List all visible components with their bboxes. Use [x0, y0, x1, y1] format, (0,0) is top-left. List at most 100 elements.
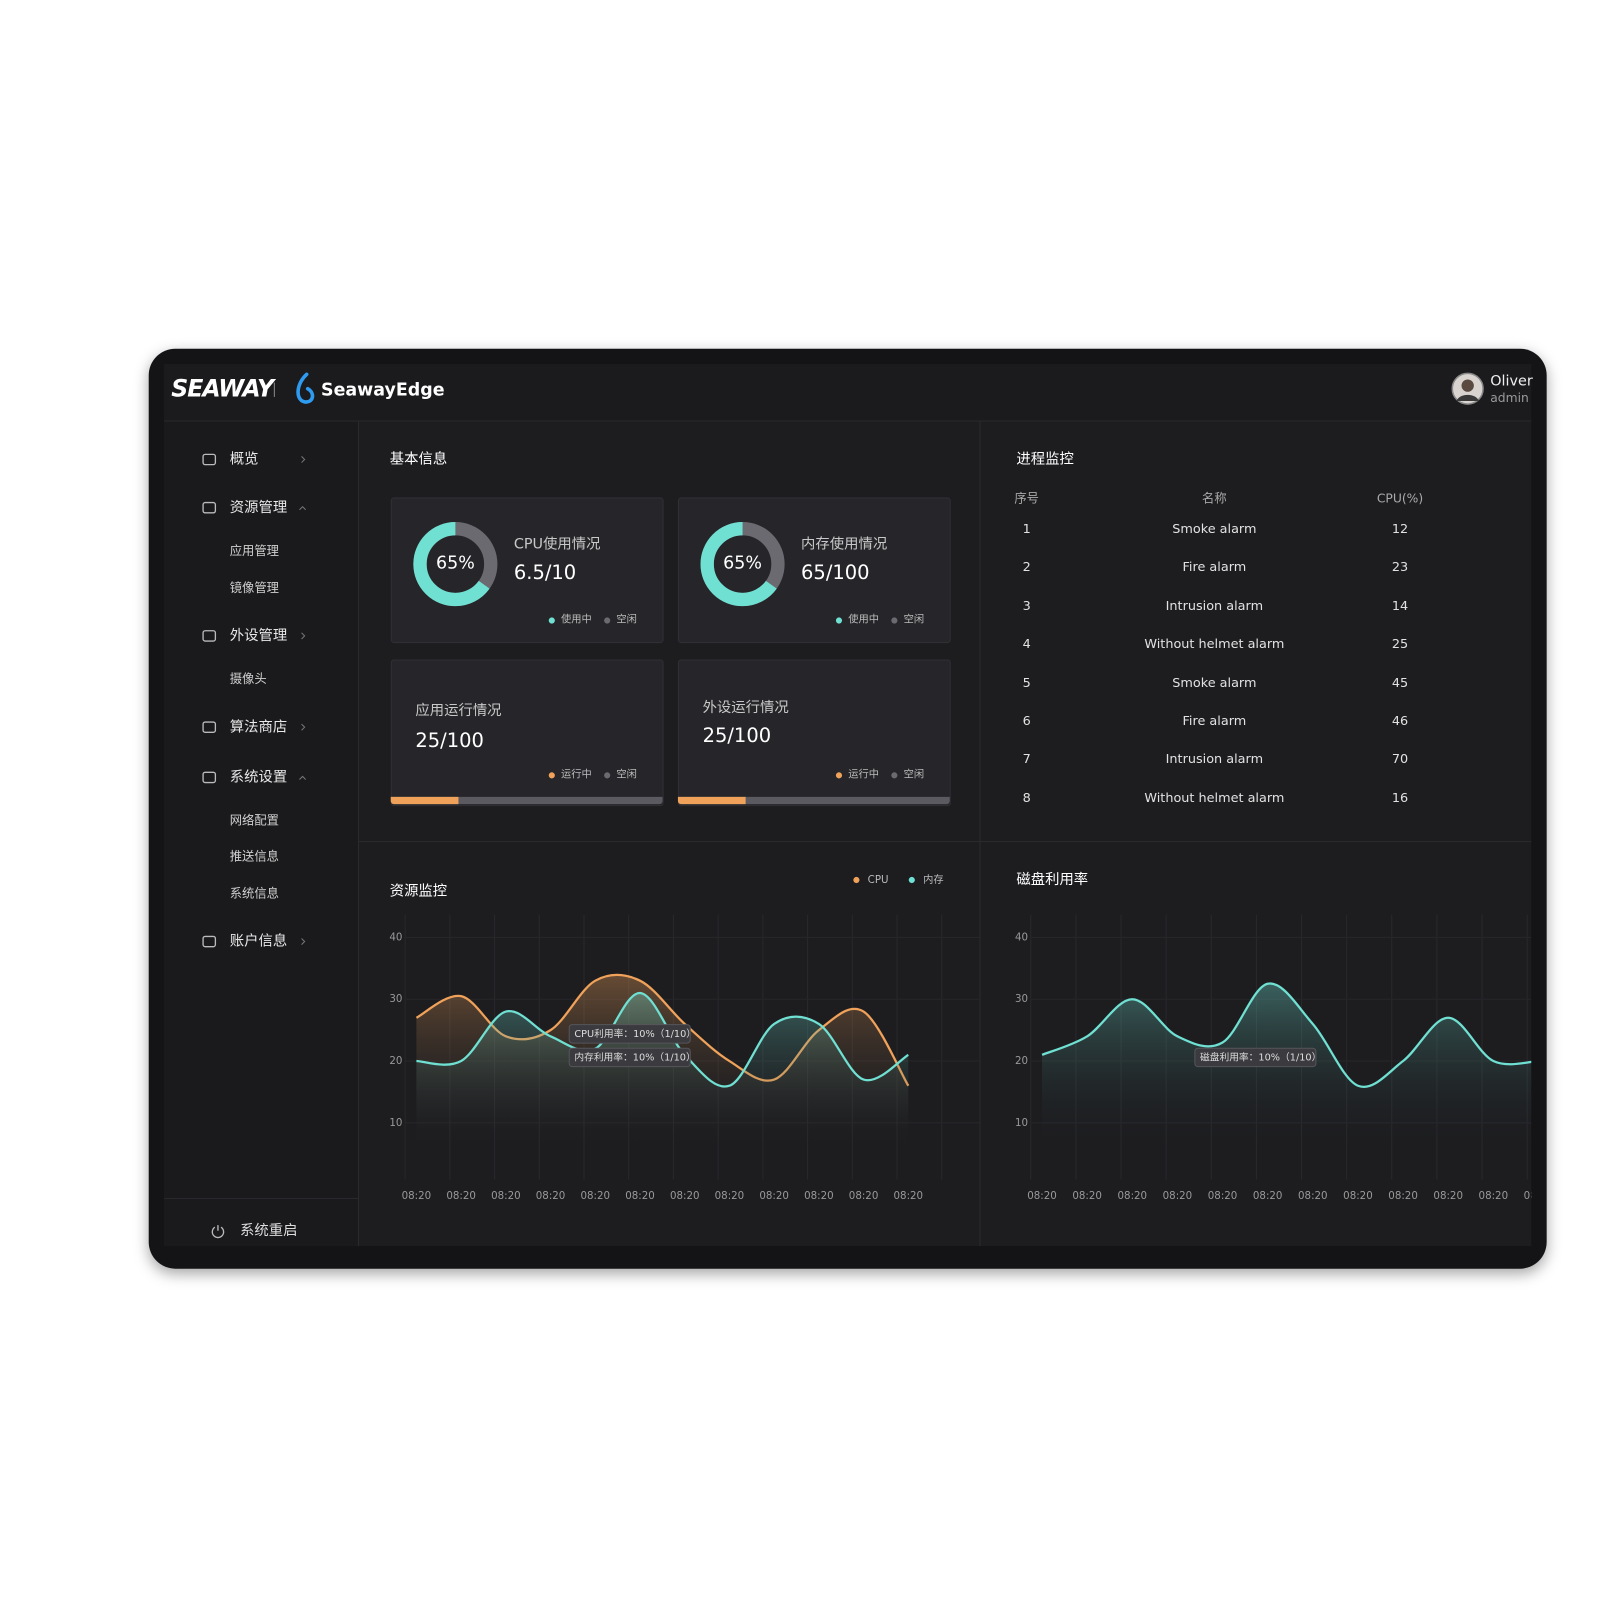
- x-tick-label: 08:20: [625, 1190, 655, 1202]
- progress-track: [390, 796, 663, 805]
- x-tick-label: 08:20: [804, 1190, 834, 1202]
- donut: [413, 522, 498, 607]
- legend-label: 空闲: [616, 614, 637, 626]
- table-cell: 25: [1391, 635, 1409, 652]
- table-cell: 45: [1391, 674, 1409, 690]
- legend-dot: [548, 617, 555, 624]
- run-card: [390, 659, 664, 807]
- submenu-item: 应用管理: [229, 543, 279, 558]
- table-cell: 16: [1391, 789, 1409, 805]
- table-cell: Fire alarm: [1182, 712, 1247, 728]
- menu-chevron: [301, 937, 306, 945]
- menu-icon: [202, 629, 217, 642]
- card-value: 25/100: [415, 729, 484, 753]
- donut-label: 65%: [723, 553, 762, 574]
- table-cell: 4: [1022, 635, 1031, 652]
- x-tick-label: 08:20: [670, 1190, 700, 1202]
- legend-label: 使用中: [848, 614, 879, 626]
- series-line: [1041, 982, 1532, 1089]
- legend-dot: [835, 772, 843, 779]
- table-cell: Without helmet alarm: [1144, 789, 1285, 805]
- user-name: Oliver: [1490, 373, 1533, 390]
- run-card: [677, 659, 951, 807]
- y-tick-label: 40: [389, 931, 402, 943]
- x-tick-label: 08:20: [1253, 1190, 1283, 1202]
- menu-item: 账户信息: [229, 932, 288, 950]
- x-tick-label: 08:20: [1027, 1190, 1057, 1202]
- table-header: 序号: [1014, 491, 1039, 506]
- legend-dot: [891, 772, 898, 779]
- x-tick-label: 08:20: [1479, 1190, 1509, 1202]
- legend-dot: [853, 876, 860, 884]
- table-cell: Intrusion alarm: [1165, 597, 1264, 613]
- line-chart: 磁盘利用率 10 20 30 40 08:20 08:20 08:20 08:20 08:20 08…: [1015, 870, 1532, 1202]
- menu-chevron: [299, 505, 307, 511]
- legend-label: 运行中: [848, 769, 879, 781]
- table-cell: 2: [1022, 559, 1031, 575]
- tooltip-box: [568, 1024, 691, 1044]
- divider: [358, 841, 1532, 843]
- x-tick-label: 08:20: [1298, 1190, 1328, 1202]
- x-tick-label: 08:20: [536, 1190, 566, 1202]
- table-cell: 70: [1391, 750, 1409, 767]
- x-tick-label: 08:20: [1118, 1190, 1148, 1202]
- usage-card: [677, 497, 951, 644]
- table-cell: Intrusion alarm: [1165, 750, 1264, 767]
- series-area: [416, 993, 909, 1149]
- x-tick-label: 08:20: [1433, 1190, 1463, 1202]
- progress-bar: [390, 796, 459, 805]
- menu-item: 概览: [229, 451, 259, 468]
- table-cell: 8: [1022, 789, 1031, 805]
- menu-chevron: [299, 775, 307, 780]
- legend-dot: [604, 617, 611, 624]
- product-name: SeawayEdge: [321, 379, 445, 401]
- legend-dot: [548, 772, 555, 779]
- card-value: 65/100: [801, 561, 870, 585]
- menu-icon: [202, 720, 217, 733]
- menu-item: 资源管理: [229, 499, 288, 516]
- card-title: 应用运行情况: [415, 702, 502, 719]
- table-cell: Smoke alarm: [1172, 674, 1257, 690]
- x-tick-label: 08:20: [491, 1190, 521, 1202]
- table-cell: 7: [1022, 750, 1031, 767]
- menu-chevron: [301, 631, 306, 639]
- y-tick-label: 40: [1015, 931, 1028, 943]
- table-cell: 5: [1022, 674, 1031, 690]
- submenu-item: 推送信息: [229, 849, 279, 864]
- legend-dot: [835, 617, 843, 624]
- legend-label: 空闲: [616, 769, 637, 781]
- y-tick-label: 20: [389, 1055, 402, 1067]
- table-cell: 46: [1391, 712, 1409, 728]
- table-cell: 14: [1391, 597, 1409, 613]
- legend-dot: [891, 617, 898, 624]
- progress-track: [677, 796, 950, 805]
- menu-item: 外设管理: [229, 627, 288, 644]
- table-cell: 3: [1022, 597, 1031, 613]
- table-cell: Fire alarm: [1182, 559, 1247, 575]
- menu-icon: [202, 453, 217, 466]
- user-role: admin: [1490, 390, 1529, 406]
- avatar: [1451, 372, 1484, 405]
- card-title: 内存使用情况: [801, 536, 888, 553]
- menu-item: 系统设置: [229, 768, 288, 786]
- table-header: CPU(%): [1376, 491, 1424, 506]
- table-cell: Without helmet alarm: [1144, 635, 1285, 652]
- donut: [700, 522, 785, 607]
- brand-logo: SEAWAY: [171, 375, 274, 403]
- x-tick-label: 08:20: [894, 1190, 924, 1202]
- legend-label: 使用中: [561, 614, 592, 626]
- x-tick-label: 08:20: [1163, 1190, 1193, 1202]
- x-tick-label: 08:20: [581, 1190, 611, 1202]
- x-tick-label: 08:20: [446, 1190, 476, 1202]
- chart-title: 磁盘利用率: [1016, 870, 1088, 888]
- legend-label: 空闲: [903, 769, 925, 781]
- legend-label: 运行中: [561, 769, 592, 781]
- card-value: 25/100: [702, 724, 772, 748]
- menu-icon: [202, 771, 217, 783]
- tooltip-box: [1194, 1047, 1317, 1068]
- tooltip-box: [568, 1047, 691, 1068]
- chart-title: 资源监控: [390, 882, 447, 899]
- panel-title: 基本信息: [389, 451, 448, 468]
- product-icon: [296, 372, 315, 404]
